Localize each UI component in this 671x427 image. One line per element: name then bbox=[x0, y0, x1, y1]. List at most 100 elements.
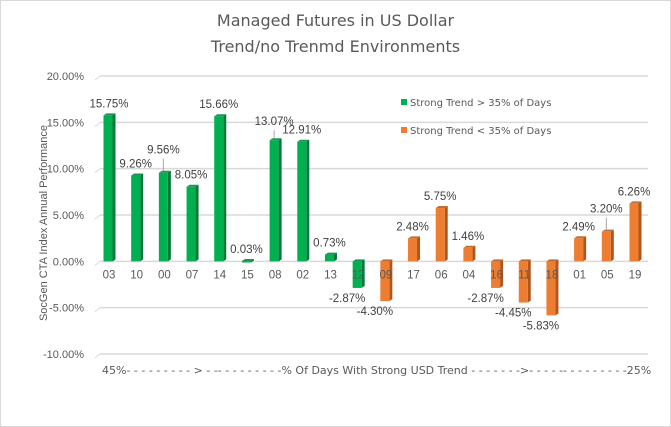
bar-top bbox=[463, 245, 476, 248]
bar-19 bbox=[629, 201, 642, 262]
bar-top bbox=[186, 184, 199, 187]
y-tick-label: -10.00% bbox=[43, 349, 84, 361]
legend: Strong Trend > 35% of Days Strong Trend … bbox=[401, 98, 551, 137]
bar-top bbox=[214, 114, 227, 117]
chart-title: Managed Futures in US Dollar Trend/no Tr… bbox=[0, 8, 671, 60]
bar-front bbox=[186, 186, 196, 262]
bar-top bbox=[546, 259, 559, 262]
y-tick-label: -5.00% bbox=[49, 303, 84, 315]
bar-front bbox=[269, 140, 279, 262]
bar-side bbox=[417, 236, 421, 262]
data-label: 0.03% bbox=[230, 244, 263, 256]
data-label: 9.56% bbox=[147, 145, 180, 157]
bars bbox=[103, 113, 642, 316]
x-category-label: 04 bbox=[462, 269, 475, 281]
chart-title-line-1: Managed Futures in US Dollar bbox=[216, 11, 455, 30]
bar-top bbox=[297, 139, 310, 142]
legend-label: Strong Trend < 35% of Days bbox=[410, 126, 551, 137]
x-category-label: 09 bbox=[379, 269, 392, 281]
bar-side bbox=[638, 201, 642, 262]
x-category-label: 03 bbox=[103, 269, 116, 281]
bar-front bbox=[491, 261, 501, 288]
bar-side bbox=[583, 236, 587, 262]
data-label: 8.05% bbox=[175, 170, 208, 182]
bar-side bbox=[195, 184, 199, 262]
x-category-label: 12 bbox=[352, 269, 365, 281]
y-tick-label: 5.00% bbox=[53, 210, 84, 222]
x-category-label: 06 bbox=[435, 269, 448, 281]
y-axis-label: SocGen CTA Index Annual Performance bbox=[38, 125, 50, 321]
bar-top bbox=[352, 259, 365, 262]
x-category-label: 05 bbox=[601, 269, 614, 281]
x-category-label: 00 bbox=[158, 269, 171, 281]
bar-side bbox=[278, 138, 282, 262]
bar-top bbox=[131, 173, 144, 176]
bar-side bbox=[306, 139, 310, 262]
bar-front bbox=[352, 261, 362, 288]
data-label: -4.30% bbox=[357, 306, 393, 318]
bar-side bbox=[223, 114, 227, 262]
bar-side bbox=[555, 259, 559, 316]
bar-front bbox=[241, 261, 251, 263]
gridline-slant bbox=[94, 260, 101, 266]
bar-front bbox=[574, 238, 584, 262]
bar-10 bbox=[131, 173, 144, 262]
data-label: -5.83% bbox=[523, 320, 559, 332]
gridline-slant bbox=[94, 307, 101, 313]
data-label: -2.87% bbox=[467, 293, 503, 305]
bar-front bbox=[629, 203, 639, 262]
bar-front bbox=[214, 116, 224, 262]
y-tick-label: 0.00% bbox=[53, 256, 84, 268]
data-label: -2.87% bbox=[329, 293, 365, 305]
data-labels: 15.75%9.26%9.56%8.05%15.66%0.03%13.07%12… bbox=[89, 98, 650, 332]
x-category-label: 15 bbox=[241, 269, 254, 281]
chart-title-line-2: Trend/no Trenmd Environments bbox=[210, 37, 461, 56]
bar-side bbox=[333, 252, 337, 262]
bar-side bbox=[472, 245, 476, 262]
bar-top bbox=[380, 259, 393, 262]
bar-side bbox=[389, 259, 393, 302]
legend-swatch-orange bbox=[401, 127, 407, 133]
y-tick-label: 10.00% bbox=[47, 164, 85, 176]
legend-item-strong-trend-below-35: Strong Trend < 35% of Days bbox=[401, 126, 551, 137]
bar-front bbox=[601, 231, 611, 262]
data-label: 12.91% bbox=[282, 125, 321, 137]
legend-label: Strong Trend > 35% of Days bbox=[410, 98, 551, 109]
bar-13 bbox=[324, 252, 337, 262]
bar-top bbox=[324, 252, 337, 255]
bar-side bbox=[610, 229, 614, 262]
x-category-label: 07 bbox=[186, 269, 199, 281]
bar-front bbox=[380, 261, 390, 302]
bar-side bbox=[112, 113, 116, 262]
x-category-label: 01 bbox=[573, 269, 586, 281]
x-category-label: 17 bbox=[407, 269, 420, 281]
bar-front bbox=[158, 172, 168, 262]
bar-front bbox=[435, 208, 445, 262]
bar-top bbox=[491, 259, 504, 262]
gridline-slant bbox=[94, 353, 101, 359]
y-axis-ticks: 20.00% 15.00% 10.00% 5.00% 0.00% -5.00% -10.00… bbox=[43, 71, 84, 361]
bar-12 bbox=[352, 259, 365, 288]
bar-top bbox=[601, 229, 614, 232]
data-label: 15.66% bbox=[199, 99, 238, 111]
bar-front bbox=[131, 175, 141, 262]
bar-front bbox=[324, 254, 334, 262]
x-category-label: 11 bbox=[518, 269, 530, 281]
bar-01 bbox=[574, 236, 587, 262]
bar-08 bbox=[269, 138, 282, 262]
data-label: 2.49% bbox=[562, 221, 595, 233]
bar-side bbox=[140, 173, 144, 262]
bar-side bbox=[167, 170, 171, 262]
bar-02 bbox=[297, 139, 310, 262]
bar-front bbox=[297, 141, 307, 262]
gridline-slant bbox=[94, 214, 101, 220]
x-category-label: 16 bbox=[490, 269, 503, 281]
x-category-label: 18 bbox=[546, 269, 559, 281]
x-category-label: 19 bbox=[629, 269, 642, 281]
bar-front bbox=[518, 261, 528, 303]
x-category-label: 10 bbox=[130, 269, 143, 281]
bar-top bbox=[158, 170, 171, 173]
bar-top bbox=[269, 138, 282, 141]
bar-17 bbox=[408, 236, 421, 262]
